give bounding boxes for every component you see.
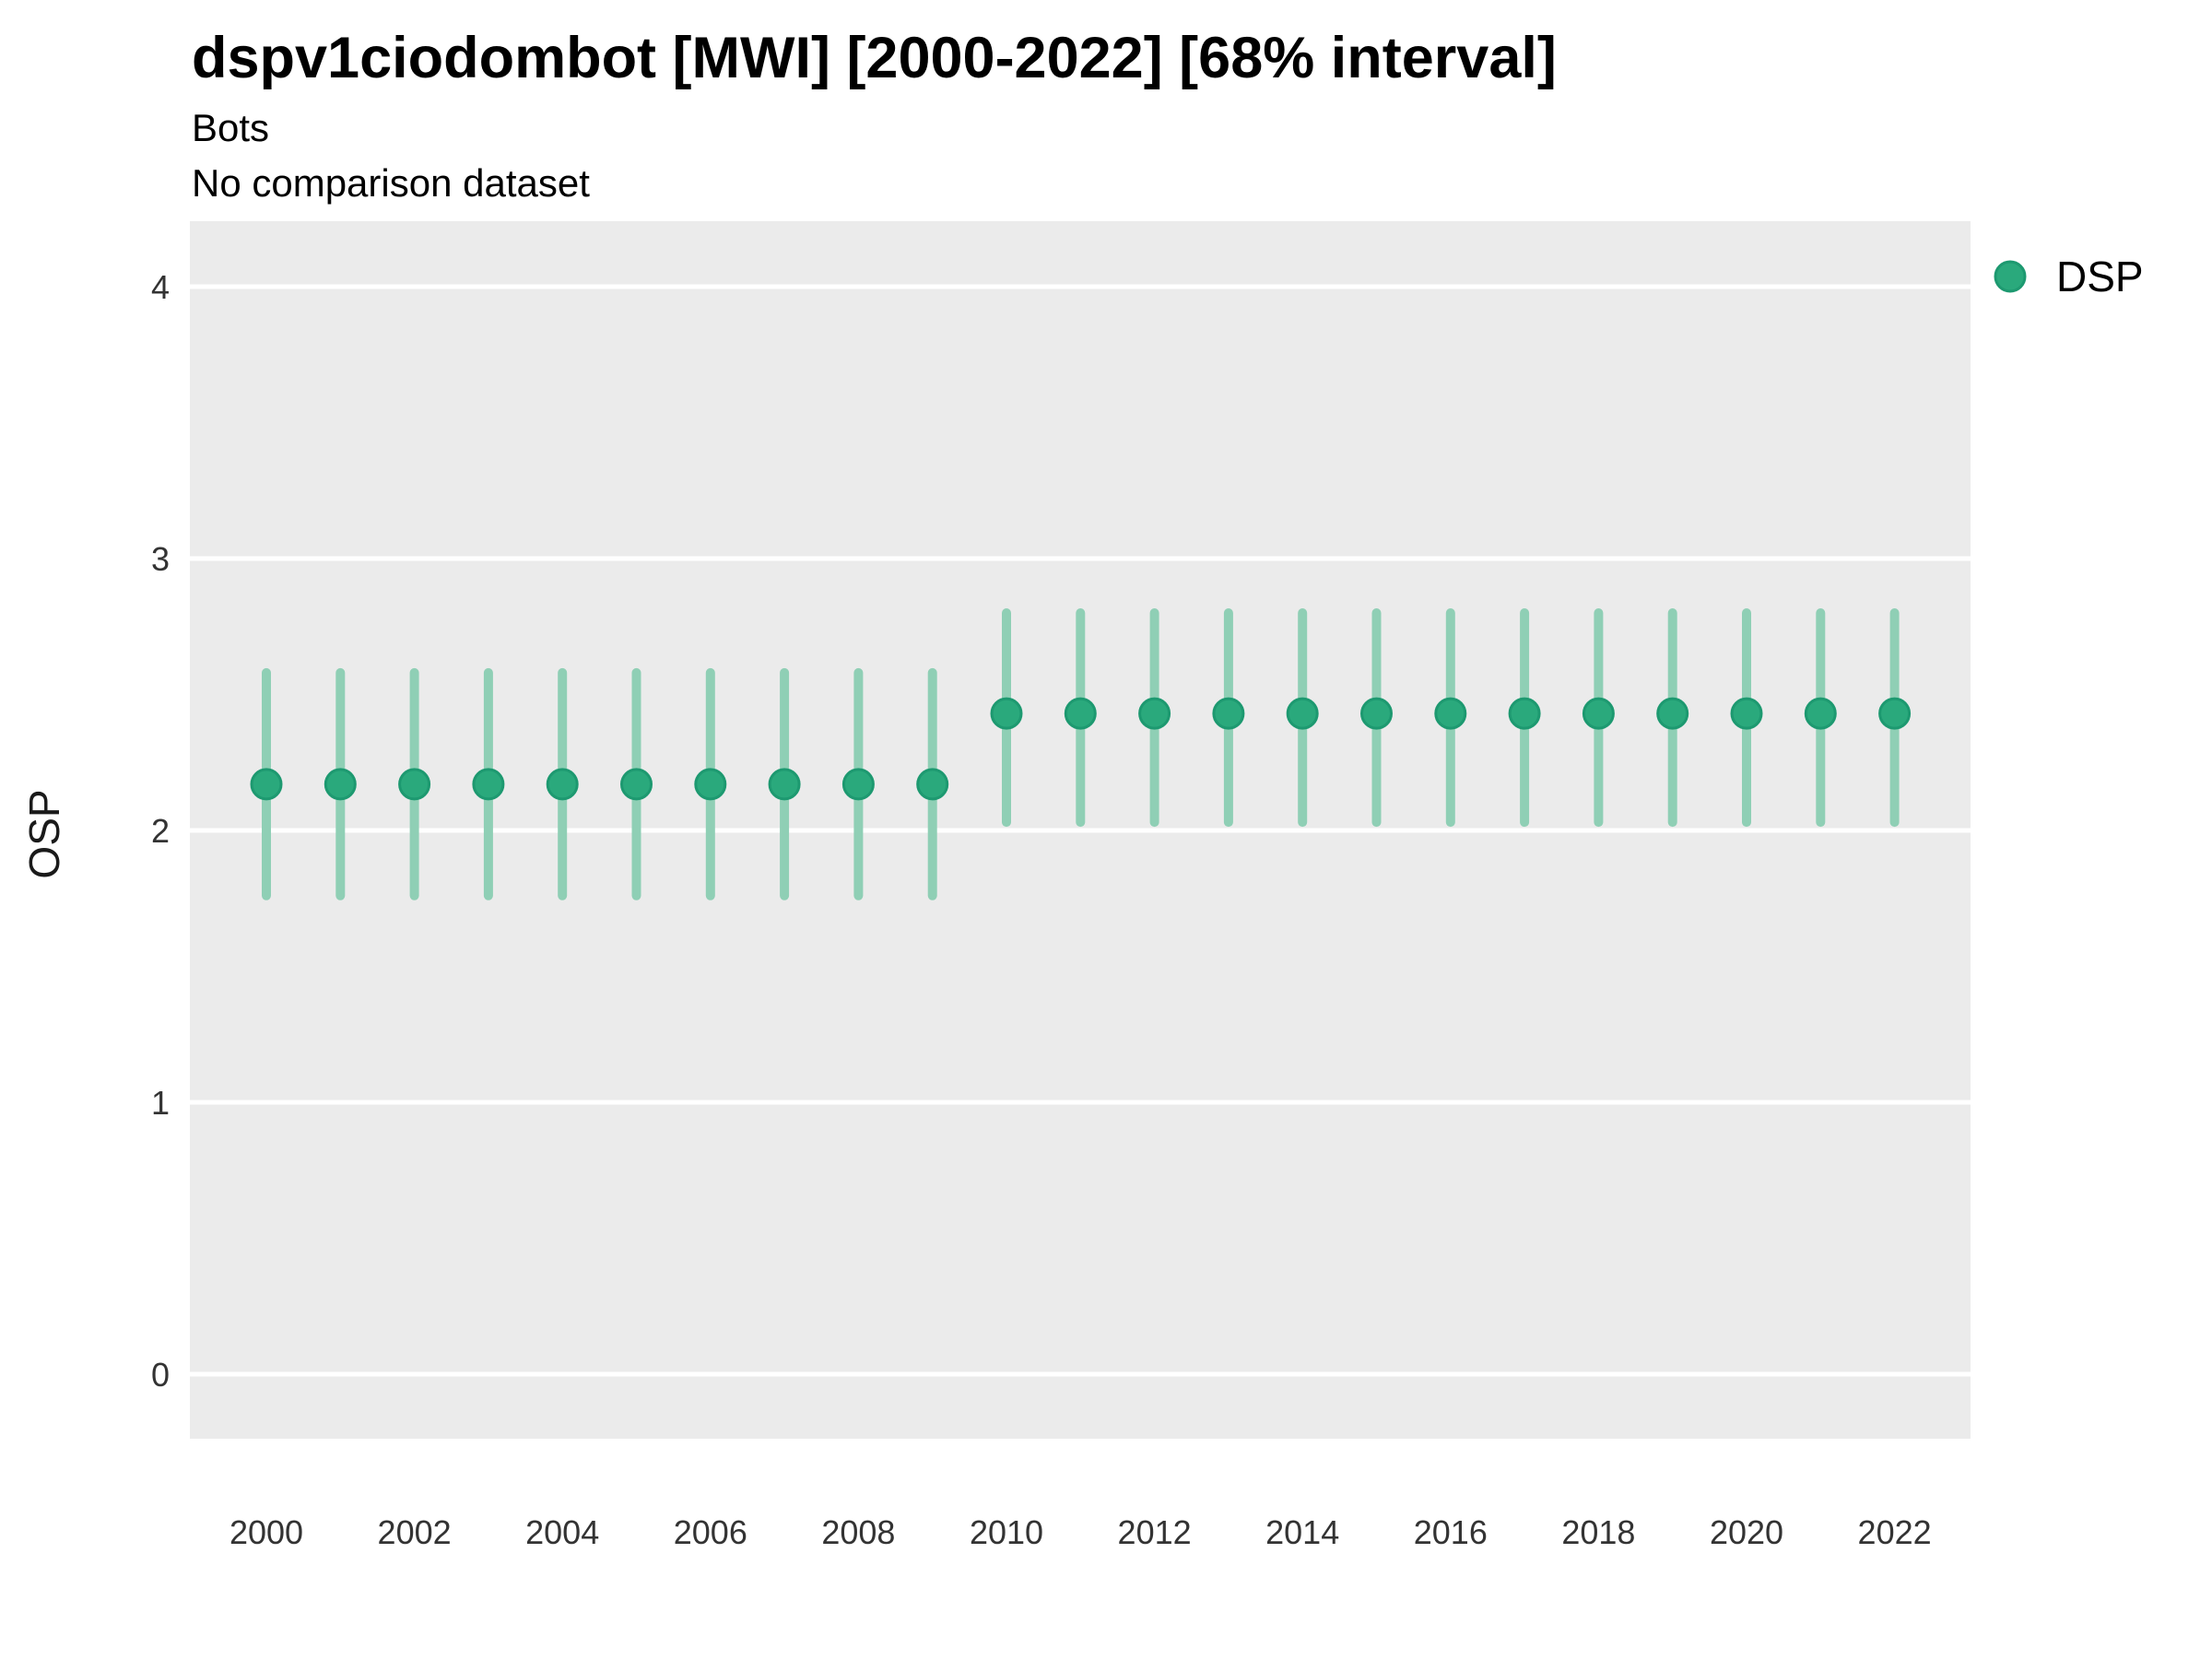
x-tick-label: 2012 xyxy=(1118,1513,1192,1551)
data-point xyxy=(1508,697,1541,730)
data-point xyxy=(990,697,1023,730)
data-point xyxy=(324,768,357,801)
data-point xyxy=(768,768,801,801)
chart-title: dspv1ciodombot [MWI] [2000-2022] [68% in… xyxy=(192,26,1557,90)
x-tick-label: 2000 xyxy=(229,1513,303,1551)
data-point xyxy=(1286,697,1319,730)
y-tick-label: 1 xyxy=(151,1084,170,1122)
data-point xyxy=(1434,697,1467,730)
chart-subtitle: Bots xyxy=(192,106,269,149)
data-point xyxy=(1212,697,1245,730)
data-point xyxy=(916,768,949,801)
data-point xyxy=(250,768,283,801)
x-tick-label: 2008 xyxy=(821,1513,895,1551)
data-point xyxy=(472,768,505,801)
x-tick-label: 2014 xyxy=(1265,1513,1339,1551)
x-tick-label: 2004 xyxy=(525,1513,599,1551)
data-point xyxy=(620,768,653,801)
data-point xyxy=(694,768,727,801)
data-point xyxy=(1138,697,1171,730)
x-tick-label: 2016 xyxy=(1414,1513,1488,1551)
chart-comparison-note: No comparison dataset xyxy=(192,161,590,205)
x-tick-label: 2002 xyxy=(378,1513,452,1551)
legend-point-swatch xyxy=(1994,260,2027,293)
y-axis-title: OSP xyxy=(20,789,68,878)
data-point xyxy=(1582,697,1615,730)
legend-label: DSP xyxy=(2056,253,2144,300)
y-tick-label: 2 xyxy=(151,812,170,850)
data-point xyxy=(841,768,875,801)
y-tick-label: 3 xyxy=(151,540,170,578)
data-point xyxy=(1730,697,1763,730)
data-point xyxy=(398,768,431,801)
data-point xyxy=(1878,697,1912,730)
chart-generated: 0 1 2 3 4 2000 2002 2004 2006 2008 2010 2012 2014 201… xyxy=(151,221,1971,1551)
data-point xyxy=(1360,697,1393,730)
data-point xyxy=(546,768,579,801)
x-tick-label: 2020 xyxy=(1710,1513,1783,1551)
data-point xyxy=(1656,697,1689,730)
y-tick-label: 0 xyxy=(151,1356,170,1394)
x-tick-label: 2022 xyxy=(1858,1513,1932,1551)
x-tick-label: 2006 xyxy=(674,1513,747,1551)
y-tick-label: 4 xyxy=(151,268,170,306)
legend: DSP xyxy=(1994,253,2144,300)
x-tick-label: 2018 xyxy=(1561,1513,1635,1551)
data-point xyxy=(1804,697,1837,730)
data-point xyxy=(1064,697,1097,730)
x-tick-label: 2010 xyxy=(970,1513,1043,1551)
